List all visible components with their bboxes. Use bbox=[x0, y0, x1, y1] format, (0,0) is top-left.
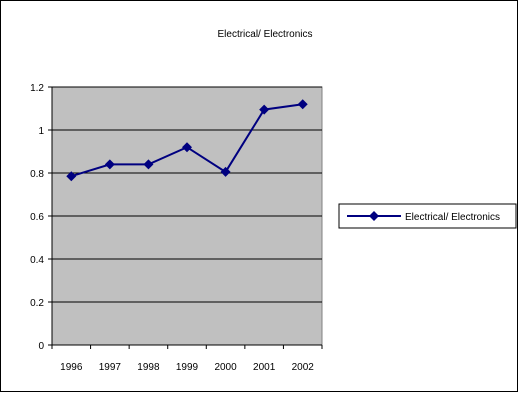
data-point-marker bbox=[143, 159, 154, 170]
x-tick-label: 2001 bbox=[253, 362, 276, 373]
y-tick-label: 0.2 bbox=[30, 298, 44, 309]
data-point-marker bbox=[259, 104, 270, 115]
y-axis-ticks: 0 0.2 0.4 0.6 0.8 1 1.2 bbox=[30, 83, 53, 352]
data-point-marker bbox=[220, 166, 231, 177]
legend: Electrical/ Electronics bbox=[338, 203, 517, 229]
x-tick-label: 1996 bbox=[60, 362, 83, 373]
y-tick-label: 0.6 bbox=[30, 212, 44, 223]
series-group bbox=[66, 99, 308, 182]
data-point-marker bbox=[182, 142, 192, 153]
data-point-marker bbox=[297, 99, 308, 110]
x-tick-label: 1999 bbox=[176, 362, 199, 373]
x-axis-ticks: 1996 1997 1998 1999 2000 2001 2002 bbox=[51, 344, 323, 373]
y-tick-label: 0 bbox=[38, 341, 44, 352]
y-tick-label: 0.8 bbox=[30, 169, 44, 180]
data-point-marker bbox=[66, 171, 77, 182]
y-tick-label: 0.4 bbox=[30, 255, 44, 266]
x-tick-label: 2000 bbox=[214, 362, 237, 373]
legend-marker bbox=[369, 211, 379, 221]
data-point-marker bbox=[104, 159, 115, 170]
x-tick-label: 2002 bbox=[292, 362, 315, 373]
y-tick-label: 1 bbox=[38, 126, 44, 137]
y-tick-label: 1.2 bbox=[30, 83, 44, 94]
legend-label: Electrical/ Electronics bbox=[405, 212, 500, 223]
x-tick-label: 1997 bbox=[99, 362, 122, 373]
chart-title: Electrical/ Electronics bbox=[217, 29, 312, 40]
x-tick-label: 1998 bbox=[137, 362, 160, 373]
gridlines bbox=[52, 86, 322, 303]
